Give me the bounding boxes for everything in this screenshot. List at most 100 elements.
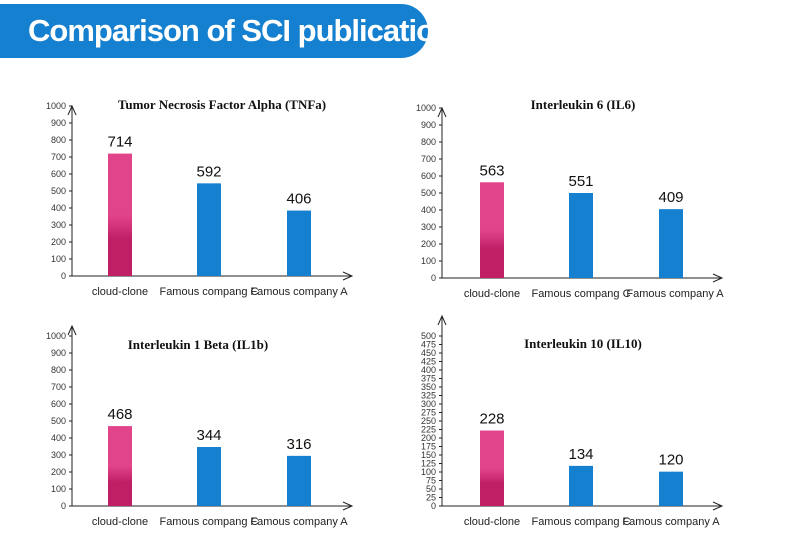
y-tick-label: 600 xyxy=(51,169,66,179)
y-tick-label: 300 xyxy=(421,399,436,409)
category-label: Famous compang C xyxy=(531,516,630,528)
chart-il1b: Interleukin 1 Beta (IL1b) 0 100 200 300 400 50… xyxy=(46,324,354,528)
bar xyxy=(659,471,683,506)
y-tick-label: 1000 xyxy=(46,331,66,341)
category-label: Famous company A xyxy=(250,516,348,528)
category-label: Famous compang C xyxy=(531,288,630,300)
data-label: 592 xyxy=(196,163,221,180)
y-tick-label: 175 xyxy=(421,442,436,452)
y-tick-label: 425 xyxy=(421,357,436,367)
x-axis-arrow xyxy=(712,273,724,283)
y-tick-label: 600 xyxy=(421,171,436,181)
y-tick-label: 500 xyxy=(51,186,66,196)
y-tick-label: 300 xyxy=(51,220,66,230)
chart-title: Interleukin 10 (IL10) xyxy=(524,336,642,351)
y-tick-label: 475 xyxy=(421,340,436,350)
category-label: Famous compang C xyxy=(159,516,258,528)
y-tick-label: 450 xyxy=(421,348,436,358)
y-tick-label: 900 xyxy=(51,118,66,128)
data-label: 409 xyxy=(658,189,683,206)
chart-tnfa: Tumor Necrosis Factor Alpha (TNFa) 0 100 20… xyxy=(46,97,354,298)
bar xyxy=(108,153,132,276)
y-tick-label: 900 xyxy=(421,120,436,130)
bar xyxy=(659,209,683,278)
page-title: Comparison of SCI publications xyxy=(28,13,469,48)
y-tick-label: 500 xyxy=(421,188,436,198)
y-tick-label: 700 xyxy=(51,152,66,162)
y-tick-label: 50 xyxy=(426,484,436,494)
data-label: 406 xyxy=(286,191,311,208)
category-label: Famous company A xyxy=(626,288,724,300)
y-tick-label: 800 xyxy=(51,365,66,375)
y-tick-label: 400 xyxy=(51,203,66,213)
chart-il6: Interleukin 6 (IL6) 0 100 200 300 400 500 600 70… xyxy=(416,97,724,300)
y-tick-label: 300 xyxy=(51,450,66,460)
chart-il10: Interleukin 10 (IL10) 0255075100125150175… xyxy=(421,314,724,528)
y-tick-label: 200 xyxy=(51,467,66,477)
y-tick-label: 125 xyxy=(421,459,436,469)
data-label: 120 xyxy=(658,452,683,469)
category-label: Famous company A xyxy=(622,516,720,528)
y-tick-label: 25 xyxy=(426,493,436,503)
bar xyxy=(197,183,221,276)
data-label: 228 xyxy=(479,411,504,428)
y-tick-label: 600 xyxy=(51,399,66,409)
y-tick-label: 325 xyxy=(421,391,436,401)
chart-title: Tumor Necrosis Factor Alpha (TNFa) xyxy=(118,97,326,112)
y-tick-label: 200 xyxy=(51,237,66,247)
y-tick-label: 300 xyxy=(421,222,436,232)
y-tick-label: 400 xyxy=(421,365,436,375)
y-tick-label: 500 xyxy=(51,416,66,426)
x-axis-arrow xyxy=(342,501,354,511)
data-label: 714 xyxy=(107,134,132,151)
y-axis-arrow xyxy=(437,314,447,326)
y-tick-label: 400 xyxy=(421,205,436,215)
y-tick-label: 200 xyxy=(421,433,436,443)
x-axis-arrow xyxy=(342,271,354,281)
data-label: 344 xyxy=(196,427,221,444)
y-tick-label: 200 xyxy=(421,239,436,249)
title-banner: Comparison of SCI publications xyxy=(0,4,469,58)
chart-title: Interleukin 6 (IL6) xyxy=(531,97,636,112)
bar xyxy=(287,210,311,276)
y-tick-label: 900 xyxy=(51,348,66,358)
chart-title: Interleukin 1 Beta (IL1b) xyxy=(128,337,268,352)
data-label: 468 xyxy=(107,406,132,423)
y-axis-arrow xyxy=(67,324,77,336)
y-tick-label: 0 xyxy=(431,501,436,511)
data-label: 551 xyxy=(568,173,593,190)
y-tick-label: 275 xyxy=(421,408,436,418)
bar xyxy=(108,426,132,506)
bar xyxy=(197,447,221,506)
category-label: cloud-clone xyxy=(92,516,148,528)
y-tick-label: 800 xyxy=(51,135,66,145)
y-tick-label: 250 xyxy=(421,416,436,426)
y-tick-label: 100 xyxy=(51,484,66,494)
category-label: Famous company A xyxy=(250,286,348,298)
data-label: 563 xyxy=(479,162,504,179)
category-label: cloud-clone xyxy=(464,516,520,528)
y-tick-label: 100 xyxy=(421,467,436,477)
y-tick-label: 500 xyxy=(421,331,436,341)
bar xyxy=(569,193,593,278)
category-label: cloud-clone xyxy=(92,286,148,298)
x-axis-arrow xyxy=(712,501,724,511)
bar xyxy=(480,182,504,278)
y-tick-label: 0 xyxy=(431,273,436,283)
y-tick-label: 1000 xyxy=(416,103,436,113)
category-label: Famous compang C xyxy=(159,286,258,298)
y-tick-label: 100 xyxy=(421,256,436,266)
y-tick-label: 0 xyxy=(61,501,66,511)
y-tick-label: 400 xyxy=(51,433,66,443)
y-tick-label: 700 xyxy=(51,382,66,392)
bar xyxy=(480,430,504,506)
y-tick-label: 75 xyxy=(426,476,436,486)
y-tick-label: 150 xyxy=(421,450,436,460)
bar xyxy=(287,455,311,506)
y-tick-label: 375 xyxy=(421,374,436,384)
y-tick-label: 1000 xyxy=(46,101,66,111)
bar xyxy=(569,465,593,506)
category-label: cloud-clone xyxy=(464,288,520,300)
y-tick-label: 0 xyxy=(61,271,66,281)
y-tick-label: 225 xyxy=(421,425,436,435)
